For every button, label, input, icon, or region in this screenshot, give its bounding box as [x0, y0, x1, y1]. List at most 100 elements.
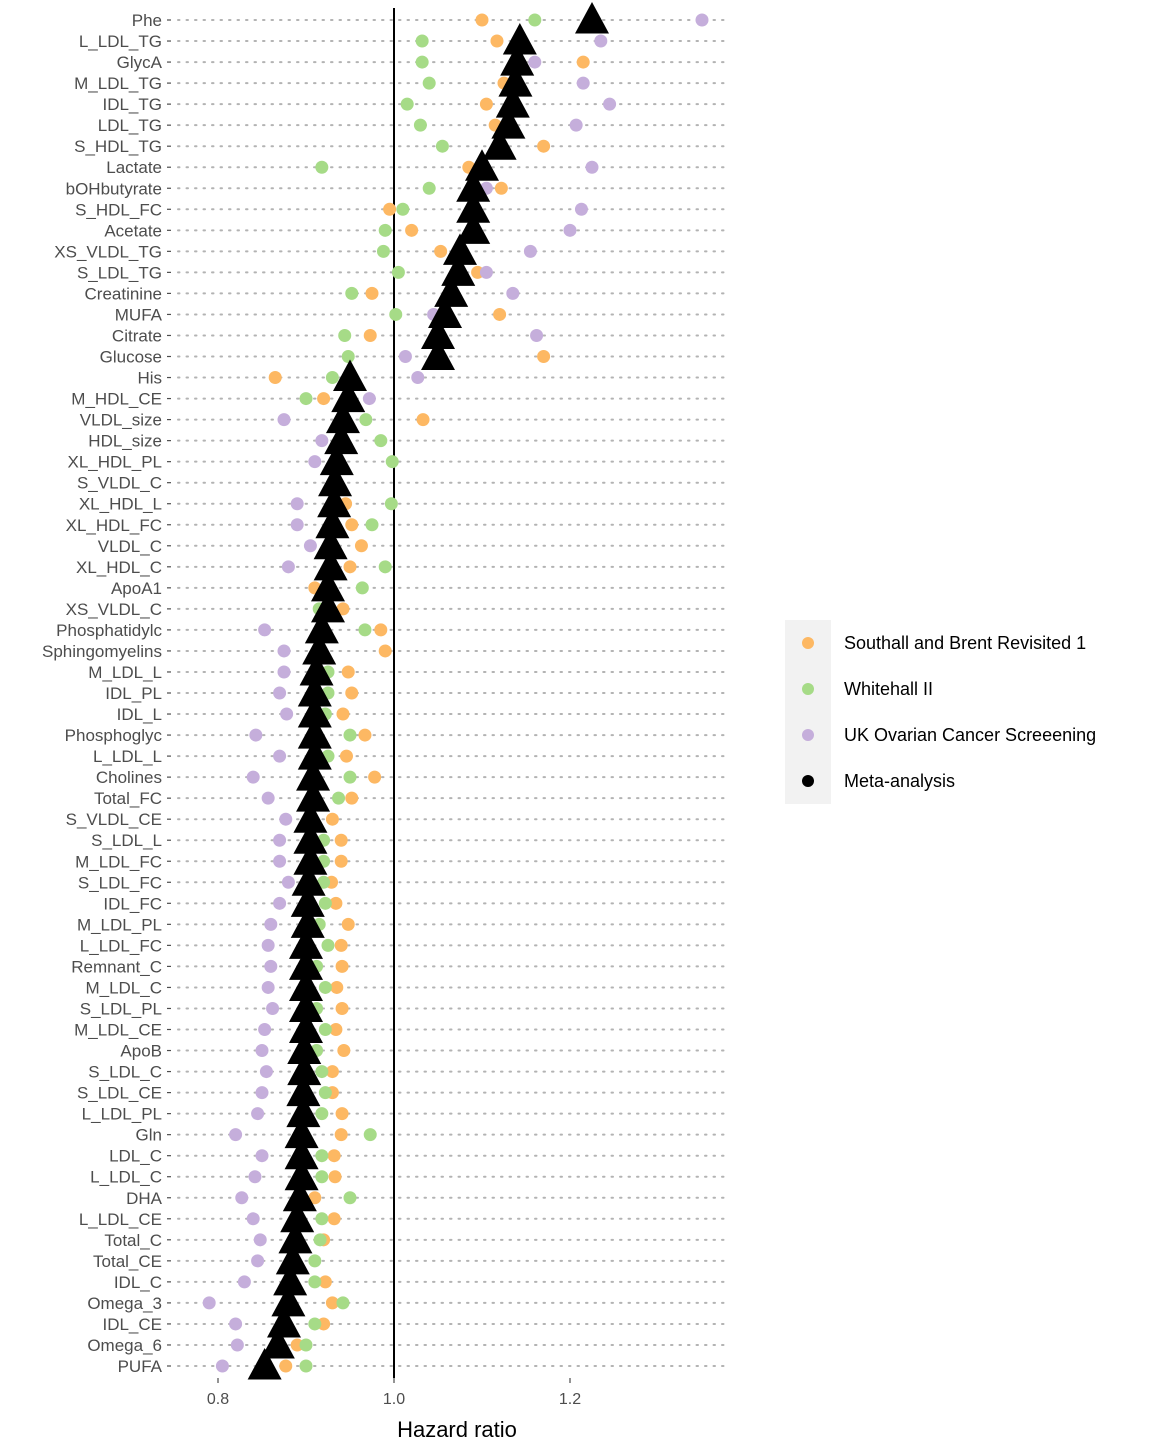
study-point	[383, 202, 397, 216]
study-point	[290, 518, 304, 532]
y-tick-label: Acetate	[104, 221, 162, 240]
y-tick-label: Citrate	[112, 326, 162, 345]
meta-analysis-triangle	[421, 338, 455, 370]
meta-analysis-triangle	[296, 759, 331, 791]
study-point	[259, 1065, 273, 1079]
meta-analysis-triangle	[456, 170, 491, 202]
meta-analysis-triangle	[421, 317, 455, 349]
y-tick-label: Cholines	[96, 768, 162, 787]
y-tick-label: XL_HDL_C	[76, 558, 162, 577]
study-point	[363, 1128, 377, 1142]
meta-analysis-triangle	[302, 632, 337, 665]
y-tick-label: S_LDL_FC	[78, 873, 162, 892]
study-point	[363, 328, 377, 342]
meta-analysis-triangle	[291, 864, 326, 896]
meta-analysis-triangle	[273, 1263, 308, 1296]
study-point	[299, 1338, 313, 1352]
y-tick-label: L_LDL_CE	[79, 1210, 162, 1229]
study-point	[506, 286, 520, 300]
meta-analysis-triangle	[289, 1011, 323, 1043]
study-point	[358, 728, 372, 742]
study-point	[398, 350, 412, 363]
y-tick-label: S_LDL_C	[88, 1063, 162, 1082]
study-point	[315, 1065, 329, 1079]
y-tick-label: S_LDL_CE	[77, 1084, 162, 1103]
x-axis-title: Hazard ratio	[397, 1417, 517, 1442]
study-point	[374, 434, 388, 448]
study-point	[378, 644, 392, 658]
study-point	[576, 55, 590, 69]
y-tick-label: S_LDL_TG	[77, 263, 162, 282]
study-point	[359, 413, 373, 427]
y-tick-label: IDL_C	[114, 1273, 162, 1292]
legend: Southall and Brent Revisited 1 Whitehall…	[785, 620, 1096, 804]
study-point	[528, 55, 542, 69]
y-tick-label: L_LDL_FC	[80, 936, 162, 955]
study-point	[237, 1275, 251, 1289]
study-point	[258, 623, 272, 637]
y-tick-label: S_LDL_L	[91, 831, 162, 850]
study-point	[343, 728, 357, 742]
study-point	[248, 1170, 262, 1184]
study-point	[569, 118, 583, 132]
study-point	[315, 160, 329, 174]
study-point	[266, 1001, 280, 1015]
study-point	[279, 1359, 293, 1373]
legend-dot-purple-icon	[802, 729, 814, 741]
study-point	[308, 1317, 322, 1331]
y-tick-label: M_LDL_C	[85, 978, 162, 997]
y-tick-label: DHA	[126, 1189, 163, 1208]
y-tick-label: IDL_TG	[102, 95, 162, 114]
meta-analysis-triangle	[247, 1348, 282, 1380]
meta-analysis-triangle	[495, 86, 530, 118]
study-point	[362, 392, 376, 406]
meta-analysis-triangle	[284, 1137, 319, 1170]
study-point	[308, 1275, 322, 1289]
meta-analysis-triangle	[311, 569, 345, 602]
meta-analysis-triangle	[289, 990, 323, 1022]
study-point	[303, 539, 317, 553]
y-tick-label: Phosphatidylc	[56, 621, 162, 640]
meta-analysis-triangle	[278, 1221, 313, 1254]
study-point	[396, 202, 410, 216]
study-point	[368, 770, 382, 784]
study-point	[313, 1233, 327, 1247]
study-point	[334, 1128, 348, 1142]
y-tick-label: XL_HDL_L	[79, 495, 162, 514]
study-point	[317, 875, 331, 889]
study-point	[273, 854, 287, 868]
study-point	[400, 97, 414, 111]
meta-analysis-triangle	[284, 1158, 319, 1191]
y-tick-label: M_LDL_FC	[75, 852, 162, 871]
y-tick-label: ApoA1	[111, 579, 162, 598]
y-tick-label: L_LDL_TG	[79, 32, 162, 51]
y-tick-label: Phosphoglyc	[65, 726, 163, 745]
study-point	[329, 1023, 343, 1036]
study-point	[255, 1086, 269, 1100]
study-point	[334, 833, 348, 847]
study-point	[308, 455, 322, 469]
meta-analysis-triangle	[575, 2, 609, 34]
study-point	[422, 181, 436, 195]
meta-analysis-triangle	[428, 296, 463, 328]
legend-label: UK Ovarian Cancer Screeening	[844, 724, 1097, 745]
legend-label: Southall and Brent Revisited 1	[844, 632, 1087, 653]
meta-analysis-triangle	[284, 1116, 319, 1149]
meta-analysis-triangle	[293, 801, 328, 833]
study-point	[479, 265, 493, 279]
study-point	[411, 371, 425, 385]
study-point	[345, 518, 359, 532]
meta-analysis-triangle	[498, 65, 533, 97]
meta-analysis-triangle	[293, 822, 328, 854]
meta-analysis-triangle	[289, 948, 323, 980]
meta-analysis-triangle	[456, 191, 491, 223]
meta-analysis-triangle	[267, 1305, 301, 1338]
meta-analysis-triangle	[289, 927, 323, 959]
legend-item-whitehall: Whitehall II	[785, 666, 1096, 712]
y-tick-label: VLDL_size	[80, 411, 162, 430]
study-point	[277, 644, 291, 658]
meta-analysis-triangle	[482, 128, 517, 160]
study-point	[345, 286, 359, 300]
study-point	[255, 1149, 269, 1163]
study-point	[299, 392, 313, 406]
